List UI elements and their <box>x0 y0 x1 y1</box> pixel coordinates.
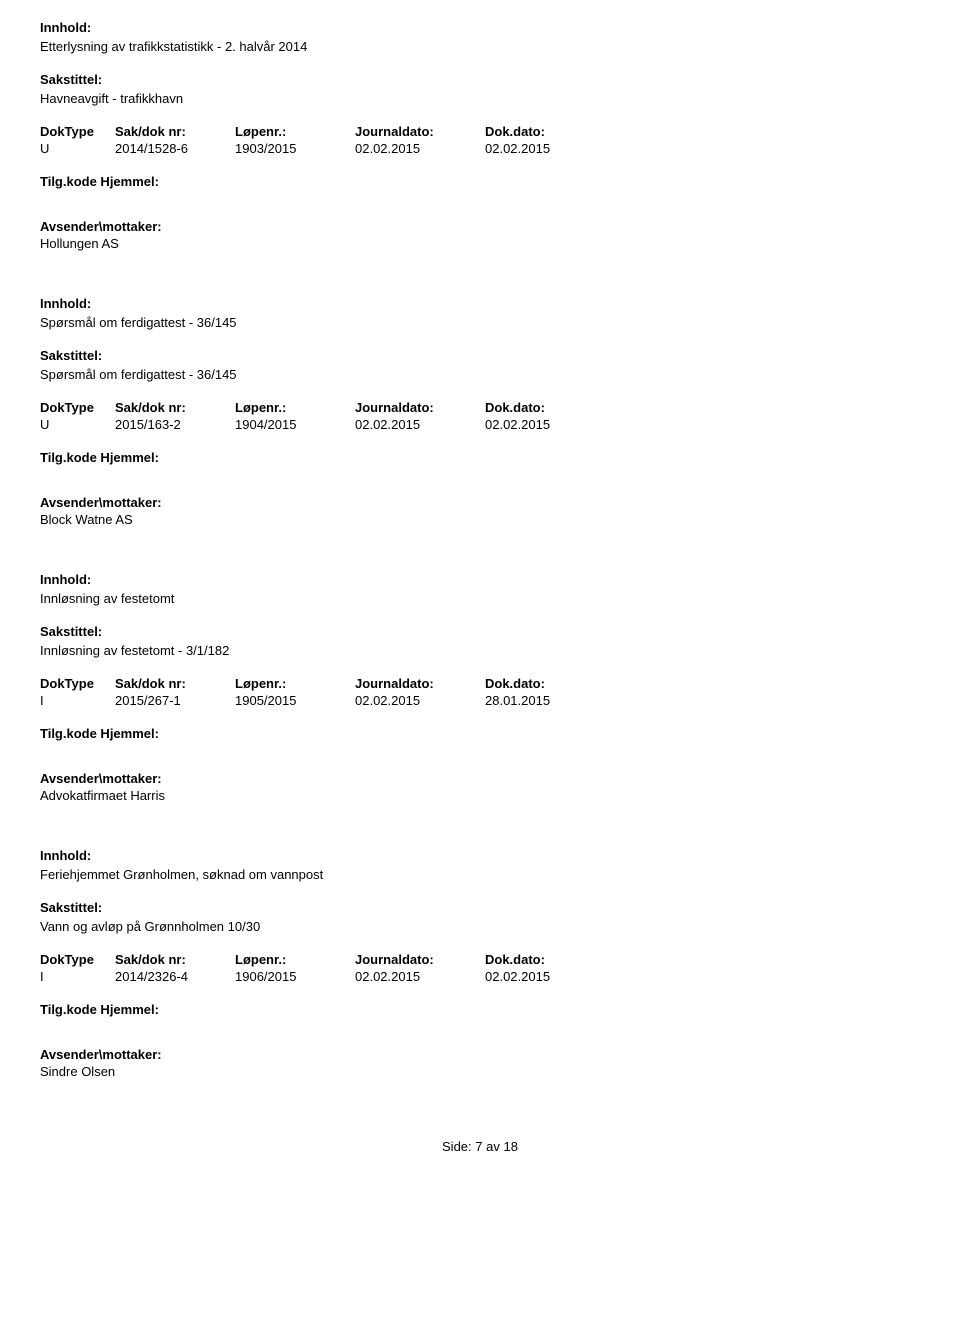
avsender-value: Block Watne AS <box>40 512 920 527</box>
col-header-journaldato: Journaldato: <box>355 952 485 967</box>
footer-total: 18 <box>504 1139 518 1154</box>
cell-dokdato: 02.02.2015 <box>485 417 615 432</box>
tilgkode-label: Tilg.kode Hjemmel: <box>40 726 920 741</box>
avsender-label: Avsender\mottaker: <box>40 1047 920 1062</box>
innhold-label: Innhold: <box>40 296 920 311</box>
journal-record: Innhold: Etterlysning av trafikkstatisti… <box>40 20 920 251</box>
table-row: U 2015/163-2 1904/2015 02.02.2015 02.02.… <box>40 417 920 432</box>
cell-lopenr: 1904/2015 <box>235 417 355 432</box>
table-row: U 2014/1528-6 1903/2015 02.02.2015 02.02… <box>40 141 920 156</box>
cell-sakdoknr: 2015/267-1 <box>115 693 235 708</box>
footer-prefix: Side: <box>442 1139 472 1154</box>
col-header-doktype: DokType <box>40 952 115 967</box>
col-header-doktype: DokType <box>40 400 115 415</box>
avsender-label: Avsender\mottaker: <box>40 495 920 510</box>
journal-record: Innhold: Innløsning av festetomt Sakstit… <box>40 572 920 803</box>
col-header-lopenr: Løpenr.: <box>235 124 355 139</box>
avsender-label: Avsender\mottaker: <box>40 771 920 786</box>
cell-dokdato: 28.01.2015 <box>485 693 615 708</box>
sakstittel-label: Sakstittel: <box>40 348 920 363</box>
innhold-value: Spørsmål om ferdigattest - 36/145 <box>40 315 920 330</box>
cell-sakdoknr: 2015/163-2 <box>115 417 235 432</box>
cell-doktype: U <box>40 141 115 156</box>
tilgkode-label: Tilg.kode Hjemmel: <box>40 1002 920 1017</box>
table-header: DokType Sak/dok nr: Løpenr.: Journaldato… <box>40 400 920 415</box>
col-header-sakdoknr: Sak/dok nr: <box>115 952 235 967</box>
sakstittel-value: Vann og avløp på Grønnholmen 10/30 <box>40 919 920 934</box>
cell-doktype: I <box>40 693 115 708</box>
sakstittel-value: Innløsning av festetomt - 3/1/182 <box>40 643 920 658</box>
table-row: I 2014/2326-4 1906/2015 02.02.2015 02.02… <box>40 969 920 984</box>
innhold-value: Innløsning av festetomt <box>40 591 920 606</box>
innhold-value: Feriehjemmet Grønholmen, søknad om vannp… <box>40 867 920 882</box>
table-header: DokType Sak/dok nr: Løpenr.: Journaldato… <box>40 676 920 691</box>
col-header-journaldato: Journaldato: <box>355 124 485 139</box>
col-header-sakdoknr: Sak/dok nr: <box>115 124 235 139</box>
cell-dokdato: 02.02.2015 <box>485 969 615 984</box>
tilgkode-label: Tilg.kode Hjemmel: <box>40 174 920 189</box>
innhold-value: Etterlysning av trafikkstatistikk - 2. h… <box>40 39 920 54</box>
avsender-label: Avsender\mottaker: <box>40 219 920 234</box>
col-header-journaldato: Journaldato: <box>355 676 485 691</box>
cell-journaldato: 02.02.2015 <box>355 141 485 156</box>
col-header-journaldato: Journaldato: <box>355 400 485 415</box>
footer-separator: av <box>486 1139 500 1154</box>
innhold-label: Innhold: <box>40 848 920 863</box>
cell-sakdoknr: 2014/1528-6 <box>115 141 235 156</box>
col-header-doktype: DokType <box>40 676 115 691</box>
cell-journaldato: 02.02.2015 <box>355 417 485 432</box>
col-header-dokdato: Dok.dato: <box>485 400 615 415</box>
sakstittel-value: Spørsmål om ferdigattest - 36/145 <box>40 367 920 382</box>
cell-sakdoknr: 2014/2326-4 <box>115 969 235 984</box>
avsender-value: Sindre Olsen <box>40 1064 920 1079</box>
cell-lopenr: 1906/2015 <box>235 969 355 984</box>
footer-current: 7 <box>475 1139 482 1154</box>
journal-record: Innhold: Feriehjemmet Grønholmen, søknad… <box>40 848 920 1079</box>
table-row: I 2015/267-1 1905/2015 02.02.2015 28.01.… <box>40 693 920 708</box>
col-header-dokdato: Dok.dato: <box>485 676 615 691</box>
col-header-doktype: DokType <box>40 124 115 139</box>
sakstittel-label: Sakstittel: <box>40 900 920 915</box>
col-header-sakdoknr: Sak/dok nr: <box>115 676 235 691</box>
col-header-lopenr: Løpenr.: <box>235 952 355 967</box>
tilgkode-label: Tilg.kode Hjemmel: <box>40 450 920 465</box>
avsender-value: Advokatfirmaet Harris <box>40 788 920 803</box>
journal-record: Innhold: Spørsmål om ferdigattest - 36/1… <box>40 296 920 527</box>
cell-lopenr: 1903/2015 <box>235 141 355 156</box>
sakstittel-value: Havneavgift - trafikkhavn <box>40 91 920 106</box>
cell-journaldato: 02.02.2015 <box>355 693 485 708</box>
col-header-sakdoknr: Sak/dok nr: <box>115 400 235 415</box>
sakstittel-label: Sakstittel: <box>40 72 920 87</box>
cell-journaldato: 02.02.2015 <box>355 969 485 984</box>
col-header-lopenr: Løpenr.: <box>235 400 355 415</box>
avsender-value: Hollungen AS <box>40 236 920 251</box>
sakstittel-label: Sakstittel: <box>40 624 920 639</box>
cell-dokdato: 02.02.2015 <box>485 141 615 156</box>
table-header: DokType Sak/dok nr: Løpenr.: Journaldato… <box>40 124 920 139</box>
table-header: DokType Sak/dok nr: Løpenr.: Journaldato… <box>40 952 920 967</box>
page-footer: Side: 7 av 18 <box>40 1139 920 1154</box>
cell-doktype: U <box>40 417 115 432</box>
col-header-dokdato: Dok.dato: <box>485 124 615 139</box>
col-header-lopenr: Løpenr.: <box>235 676 355 691</box>
innhold-label: Innhold: <box>40 20 920 35</box>
innhold-label: Innhold: <box>40 572 920 587</box>
col-header-dokdato: Dok.dato: <box>485 952 615 967</box>
cell-doktype: I <box>40 969 115 984</box>
cell-lopenr: 1905/2015 <box>235 693 355 708</box>
